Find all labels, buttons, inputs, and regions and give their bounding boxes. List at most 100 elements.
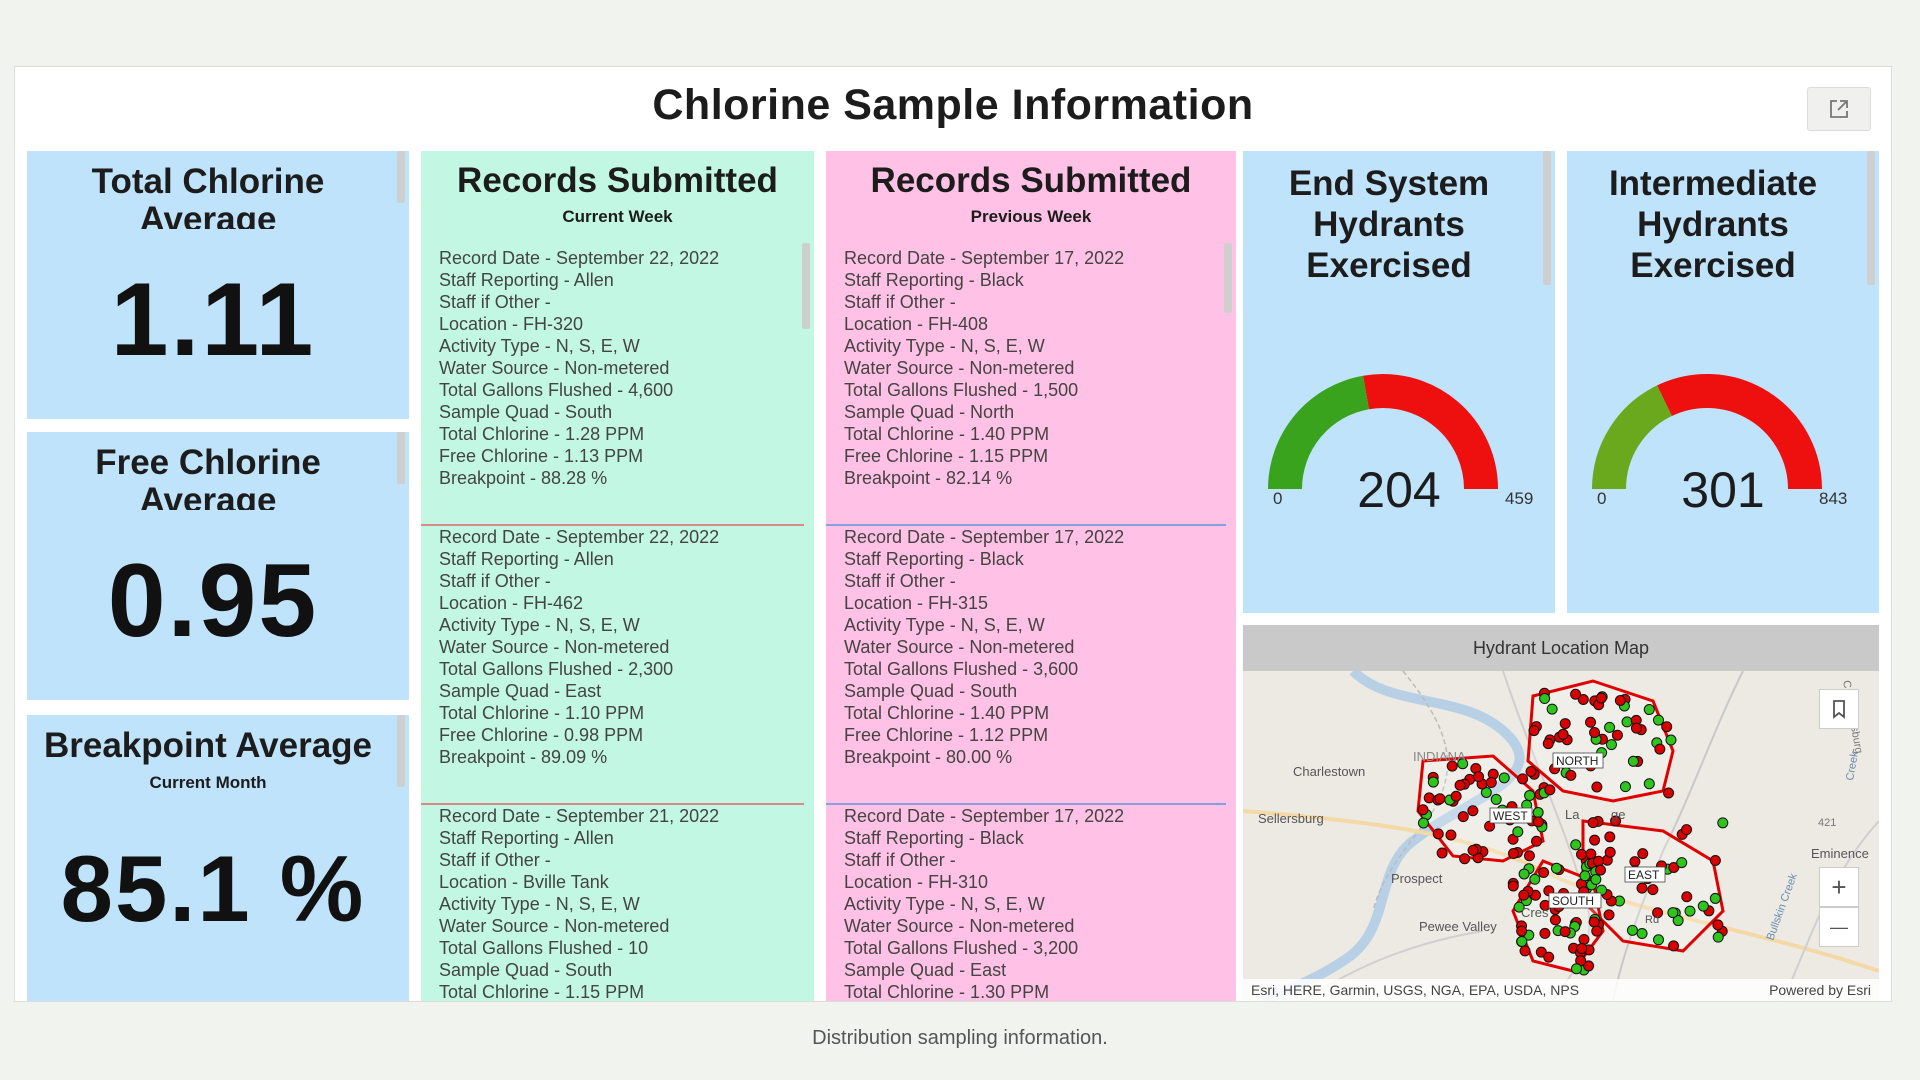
hydrant-marker[interactable] (1589, 834, 1601, 846)
total-chlorine-scrollbar[interactable] (397, 151, 405, 203)
hydrant-marker[interactable] (1652, 714, 1664, 726)
hydrant-marker[interactable] (1546, 703, 1558, 715)
hydrant-marker[interactable] (1457, 758, 1469, 770)
hydrant-marker[interactable] (1480, 786, 1492, 798)
zoom-in-button[interactable]: + (1819, 867, 1859, 907)
hydrant-marker[interactable] (1459, 853, 1471, 865)
map-attribution[interactable]: Esri, HERE, Garmin, USGS, NGA, EPA, USDA… (1251, 982, 1580, 998)
hydrant-marker[interactable] (1517, 773, 1529, 785)
hydrant-marker[interactable] (1498, 772, 1510, 784)
hydrant-marker[interactable] (1490, 793, 1502, 805)
hydrant-marker[interactable] (1681, 891, 1693, 903)
hydrant-marker[interactable] (1570, 688, 1582, 700)
hydrant-marker[interactable] (1445, 829, 1457, 841)
hydrant-marker[interactable] (1610, 815, 1622, 827)
hydrant-marker[interactable] (1538, 867, 1550, 879)
hydrant-marker[interactable] (1523, 850, 1535, 862)
hydrant-marker[interactable] (1604, 721, 1616, 733)
hydrant-marker[interactable] (1578, 933, 1590, 945)
hydrant-marker[interactable] (1454, 779, 1466, 791)
hydrant-marker[interactable] (1630, 722, 1642, 734)
hydrant-marker[interactable] (1532, 806, 1544, 818)
hydrant-marker[interactable] (1532, 816, 1544, 828)
hydrant-marker[interactable] (1614, 694, 1626, 706)
record-item[interactable]: Record Date - September 17, 2022 Staff Re… (826, 526, 1226, 805)
hydrant-marker[interactable] (1667, 907, 1679, 919)
hydrant-marker[interactable] (1672, 915, 1684, 927)
record-item[interactable]: Record Date - September 21, 2022 Staff Re… (421, 805, 804, 1001)
record-item[interactable]: Record Date - September 22, 2022 Staff Re… (421, 526, 804, 805)
hydrant-marker[interactable] (1637, 848, 1649, 860)
record-item[interactable]: Record Date - September 17, 2022 Staff Re… (826, 247, 1226, 526)
hydrant-marker[interactable] (1446, 760, 1458, 772)
hydrant-marker[interactable] (1595, 692, 1607, 704)
hydrant-marker[interactable] (1589, 726, 1601, 738)
hydrant-marker[interactable] (1559, 718, 1571, 730)
hydrant-marker[interactable] (1576, 943, 1588, 955)
previous-week-record-list[interactable]: Record Date - September 17, 2022 Staff Re… (826, 247, 1236, 1001)
hydrant-marker[interactable] (1587, 817, 1599, 829)
hydrant-marker[interactable] (1432, 828, 1444, 840)
hydrant-marker[interactable] (1603, 909, 1615, 921)
record-item[interactable]: Record Date - September 17, 2022 Staff Re… (826, 805, 1226, 1001)
hydrant-marker[interactable] (1550, 862, 1562, 874)
hydrant-marker[interactable] (1636, 928, 1648, 940)
hydrant-marker[interactable] (1571, 963, 1583, 975)
hydrant-marker[interactable] (1427, 776, 1439, 788)
hydrant-marker[interactable] (1604, 846, 1616, 858)
hydrant-marker[interactable] (1636, 882, 1648, 894)
hydrant-marker[interactable] (1484, 820, 1496, 832)
free-chlorine-scrollbar[interactable] (397, 432, 405, 484)
hydrant-map[interactable]: Charlestown INDIANA Sellersburg Prospect… (1243, 671, 1879, 1001)
bookmark-button[interactable] (1819, 689, 1859, 729)
hydrant-marker[interactable] (1668, 861, 1680, 873)
hydrant-marker[interactable] (1605, 739, 1617, 751)
hydrant-marker[interactable] (1473, 771, 1485, 783)
current-week-record-list[interactable]: Record Date - September 22, 2022 Staff Re… (421, 247, 814, 1001)
hydrant-marker[interactable] (1559, 926, 1571, 938)
hydrant-marker[interactable] (1665, 734, 1677, 746)
hydrant-marker[interactable] (1457, 811, 1469, 823)
hydrant-marker[interactable] (1591, 781, 1603, 793)
hydrant-marker[interactable] (1417, 817, 1429, 829)
hydrant-marker[interactable] (1539, 927, 1551, 939)
hydrant-marker[interactable] (1516, 925, 1528, 937)
current-week-scrollbar[interactable] (802, 243, 810, 329)
hydrant-marker[interactable] (1626, 924, 1638, 936)
hydrant-marker[interactable] (1544, 784, 1556, 796)
hydrant-marker[interactable] (1543, 951, 1555, 963)
hydrant-marker[interactable] (1627, 755, 1639, 767)
hydrant-marker[interactable] (1643, 778, 1655, 790)
hydrant-marker[interactable] (1585, 848, 1597, 860)
hydrant-marker[interactable] (1565, 769, 1577, 781)
hydrant-marker[interactable] (1592, 855, 1604, 867)
hydrant-marker[interactable] (1647, 884, 1659, 896)
hydrant-marker[interactable] (1529, 873, 1541, 885)
powered-by-esri[interactable]: Powered by Esri (1769, 982, 1871, 998)
hydrant-marker[interactable] (1518, 889, 1530, 901)
hydrant-marker[interactable] (1653, 934, 1665, 946)
hydrant-marker[interactable] (1652, 907, 1664, 919)
hydrant-marker[interactable] (1513, 901, 1525, 913)
hydrant-marker[interactable] (1507, 880, 1519, 892)
hydrant-marker[interactable] (1588, 916, 1600, 928)
hydrant-marker[interactable] (1507, 847, 1519, 859)
previous-week-scrollbar[interactable] (1224, 243, 1232, 313)
hydrant-marker[interactable] (1681, 824, 1693, 836)
hydrant-marker[interactable] (1697, 900, 1709, 912)
hydrant-marker[interactable] (1525, 765, 1537, 777)
hydrant-marker[interactable] (1712, 919, 1724, 931)
hydrant-marker[interactable] (1434, 793, 1446, 805)
hydrant-marker[interactable] (1531, 835, 1543, 847)
hydrant-marker[interactable] (1577, 693, 1589, 705)
hydrant-marker[interactable] (1549, 914, 1561, 926)
hydrant-marker[interactable] (1576, 848, 1588, 860)
hydrant-marker[interactable] (1516, 935, 1528, 947)
hydrant-marker[interactable] (1643, 704, 1655, 716)
hydrant-marker[interactable] (1611, 729, 1623, 741)
hydrant-marker[interactable] (1663, 787, 1675, 799)
hydrant-marker[interactable] (1668, 940, 1680, 952)
hydrant-marker[interactable] (1661, 721, 1673, 733)
hydrant-marker[interactable] (1654, 743, 1666, 755)
end-system-scrollbar[interactable] (1543, 151, 1551, 285)
